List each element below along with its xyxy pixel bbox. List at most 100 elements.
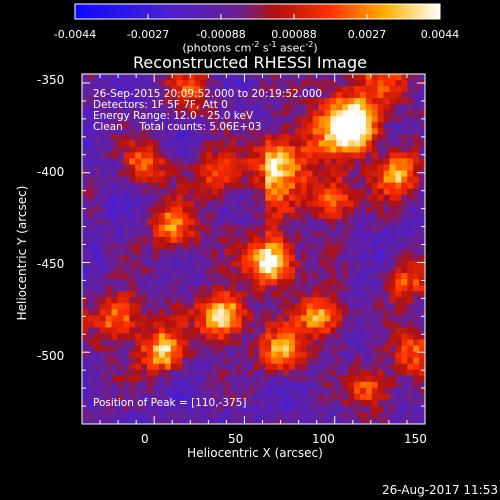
heatmap-cell: [170, 333, 178, 340]
heatmap-cell: [147, 411, 154, 419]
heatmap-cell: [259, 116, 266, 123]
heatmap-cell: [141, 158, 148, 165]
heatmap-cell: [419, 261, 426, 268]
heatmap-cell: [300, 194, 308, 202]
heatmap-cell: [87, 417, 95, 425]
heatmap-cell: [218, 122, 225, 129]
heatmap-cell: [241, 92, 248, 99]
heatmap-cell: [87, 309, 95, 316]
heatmap-cell: [135, 363, 142, 371]
heatmap-cell: [135, 128, 142, 135]
heatmap-cell: [300, 170, 308, 177]
heatmap-cell: [117, 333, 124, 340]
heatmap-cell: [288, 170, 296, 177]
heatmap-cell: [389, 285, 396, 292]
heatmap-cell: [152, 297, 160, 304]
heatmap-cell: [336, 255, 343, 262]
heatmap-cell: [395, 363, 402, 371]
heatmap-cell: [413, 303, 420, 310]
heatmap-cell: [141, 411, 148, 419]
heatmap-cell: [235, 249, 243, 256]
heatmap-cell: [235, 345, 243, 352]
heatmap-cell: [336, 273, 343, 280]
heatmap-cell: [348, 182, 355, 190]
heatmap-cell: [152, 152, 160, 159]
heatmap-cell: [277, 200, 284, 208]
heatmap-cell: [105, 164, 112, 171]
heatmap-cell: [342, 255, 349, 262]
heatmap-cell: [324, 369, 331, 377]
heatmap-cell: [223, 146, 231, 153]
heatmap-cell: [300, 255, 308, 262]
heatmap-cell: [300, 86, 308, 93]
heatmap-cell: [300, 206, 308, 214]
heatmap-cell: [288, 176, 296, 184]
heatmap-cell: [348, 315, 355, 322]
heatmap-cell: [158, 206, 166, 214]
colorbar-gradient: [74, 3, 441, 20]
heatmap-cell: [218, 182, 225, 190]
heatmap-cell: [200, 279, 207, 286]
heatmap-cell: [152, 417, 160, 425]
heatmap-cell: [365, 387, 373, 395]
heatmap-cell: [259, 80, 266, 87]
heatmap-cell: [413, 375, 420, 383]
heatmap-cell: [348, 345, 355, 352]
heatmap-cell: [383, 357, 390, 365]
heatmap-cell: [158, 230, 166, 238]
heatmap-cell: [223, 399, 231, 407]
heatmap-cell: [247, 224, 254, 232]
heatmap-cell: [395, 152, 402, 159]
heatmap-cell: [419, 273, 426, 280]
heatmap-cell: [176, 255, 183, 262]
heatmap-cell: [87, 194, 95, 202]
heatmap-cell: [253, 381, 260, 389]
heatmap-cell: [371, 249, 379, 256]
heatmap-cell: [277, 152, 284, 159]
heatmap-cell: [330, 363, 337, 371]
heatmap-cell: [330, 285, 337, 292]
heatmap-cell: [218, 321, 225, 328]
heatmap-cell: [152, 194, 160, 202]
colorbar-tick: 0.00088: [271, 28, 317, 41]
heatmap-cell: [200, 194, 207, 202]
heatmap-cell: [158, 249, 166, 256]
heatmap-cell: [141, 297, 148, 304]
heatmap-cell: [283, 116, 290, 123]
heatmap-cell: [348, 116, 355, 123]
heatmap-cell: [383, 387, 390, 395]
heatmap-cell: [182, 285, 189, 292]
heatmap-cell: [164, 321, 172, 328]
heatmap-cell: [312, 327, 319, 334]
heatmap-cell: [318, 273, 325, 280]
heatmap-cell: [377, 242, 384, 250]
heatmap-cell: [223, 249, 231, 256]
heatmap-cell: [135, 182, 142, 190]
heatmap-cell: [99, 146, 107, 153]
heatmap-cell: [82, 333, 89, 340]
heatmap-cell: [82, 110, 89, 117]
heatmap-cell: [241, 140, 248, 147]
heatmap-cell: [147, 224, 154, 232]
heatmap-cell: [336, 387, 343, 395]
heatmap-cell: [265, 291, 272, 298]
heatmap-cell: [123, 399, 130, 407]
heatmap-cell: [306, 104, 314, 111]
heatmap-cell: [188, 134, 195, 141]
heatmap-cell: [365, 158, 373, 165]
heatmap-cell: [247, 411, 254, 419]
heatmap-cell: [147, 122, 154, 129]
heatmap-cell: [371, 303, 379, 310]
heatmap-cell: [300, 327, 308, 334]
heatmap-cell: [377, 309, 384, 316]
heatmap-cell: [93, 255, 101, 262]
heatmap-cell: [235, 375, 243, 383]
heatmap-cell: [158, 212, 166, 220]
heatmap-cell: [300, 134, 308, 141]
heatmap-cell: [235, 327, 243, 334]
heatmap-cell: [135, 327, 142, 334]
heatmap-cell: [235, 387, 243, 395]
heatmap-cell: [123, 249, 130, 256]
heatmap-cell: [395, 387, 402, 395]
heatmap-cell: [283, 152, 290, 159]
